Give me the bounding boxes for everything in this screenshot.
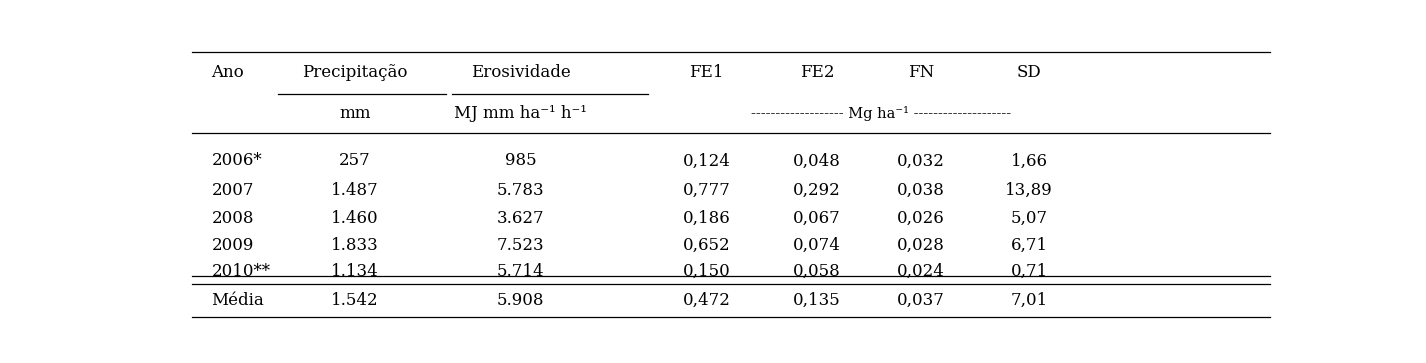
Text: FE2: FE2 [800, 64, 834, 81]
Text: MJ mm ha⁻¹ h⁻¹: MJ mm ha⁻¹ h⁻¹ [455, 105, 588, 122]
Text: Precipitação: Precipitação [302, 64, 408, 81]
Text: 7,01: 7,01 [1011, 291, 1048, 309]
Text: 1.833: 1.833 [331, 237, 379, 254]
Text: 0,652: 0,652 [683, 237, 730, 254]
Text: 1.542: 1.542 [331, 291, 379, 309]
Text: 5,07: 5,07 [1011, 210, 1048, 227]
Text: ------------------- Mg ha⁻¹ --------------------: ------------------- Mg ha⁻¹ ------------… [752, 106, 1011, 121]
Text: 985: 985 [505, 152, 536, 170]
Text: 257: 257 [339, 152, 371, 170]
Text: 1.460: 1.460 [331, 210, 379, 227]
Text: 2009: 2009 [211, 237, 254, 254]
Text: 2010**: 2010** [211, 263, 271, 280]
Text: 6,71: 6,71 [1011, 237, 1048, 254]
Text: 2006*: 2006* [211, 152, 262, 170]
Text: 0,71: 0,71 [1011, 263, 1048, 280]
Text: 0,032: 0,032 [897, 152, 945, 170]
Text: 1,66: 1,66 [1011, 152, 1048, 170]
Text: 1.134: 1.134 [331, 263, 379, 280]
Text: 0,074: 0,074 [793, 237, 841, 254]
Text: Erosividade: Erosividade [471, 64, 570, 81]
Text: 0,067: 0,067 [793, 210, 841, 227]
Text: 13,89: 13,89 [1005, 182, 1052, 199]
Text: 0,038: 0,038 [897, 182, 945, 199]
Text: 0,135: 0,135 [793, 291, 841, 309]
Text: 0,186: 0,186 [683, 210, 730, 227]
Text: 5.714: 5.714 [498, 263, 545, 280]
Text: 0,048: 0,048 [793, 152, 841, 170]
Text: FN: FN [908, 64, 934, 81]
Text: 0,028: 0,028 [897, 237, 945, 254]
Text: 2007: 2007 [211, 182, 254, 199]
Text: 0,292: 0,292 [793, 182, 841, 199]
Text: 0,124: 0,124 [683, 152, 730, 170]
Text: Média: Média [211, 291, 264, 309]
Text: 3.627: 3.627 [498, 210, 545, 227]
Text: 1.487: 1.487 [331, 182, 379, 199]
Text: 0,026: 0,026 [897, 210, 945, 227]
Text: 0,037: 0,037 [897, 291, 945, 309]
Text: mm: mm [339, 105, 371, 122]
Text: FE1: FE1 [689, 64, 724, 81]
Text: 0,472: 0,472 [683, 291, 730, 309]
Text: 2008: 2008 [211, 210, 254, 227]
Text: SD: SD [1017, 64, 1041, 81]
Text: 0,150: 0,150 [683, 263, 730, 280]
Text: 5.783: 5.783 [498, 182, 545, 199]
Text: 0,058: 0,058 [793, 263, 841, 280]
Text: 0,024: 0,024 [897, 263, 945, 280]
Text: 0,777: 0,777 [683, 182, 730, 199]
Text: 7.523: 7.523 [498, 237, 545, 254]
Text: 5.908: 5.908 [498, 291, 545, 309]
Text: Ano: Ano [211, 64, 244, 81]
